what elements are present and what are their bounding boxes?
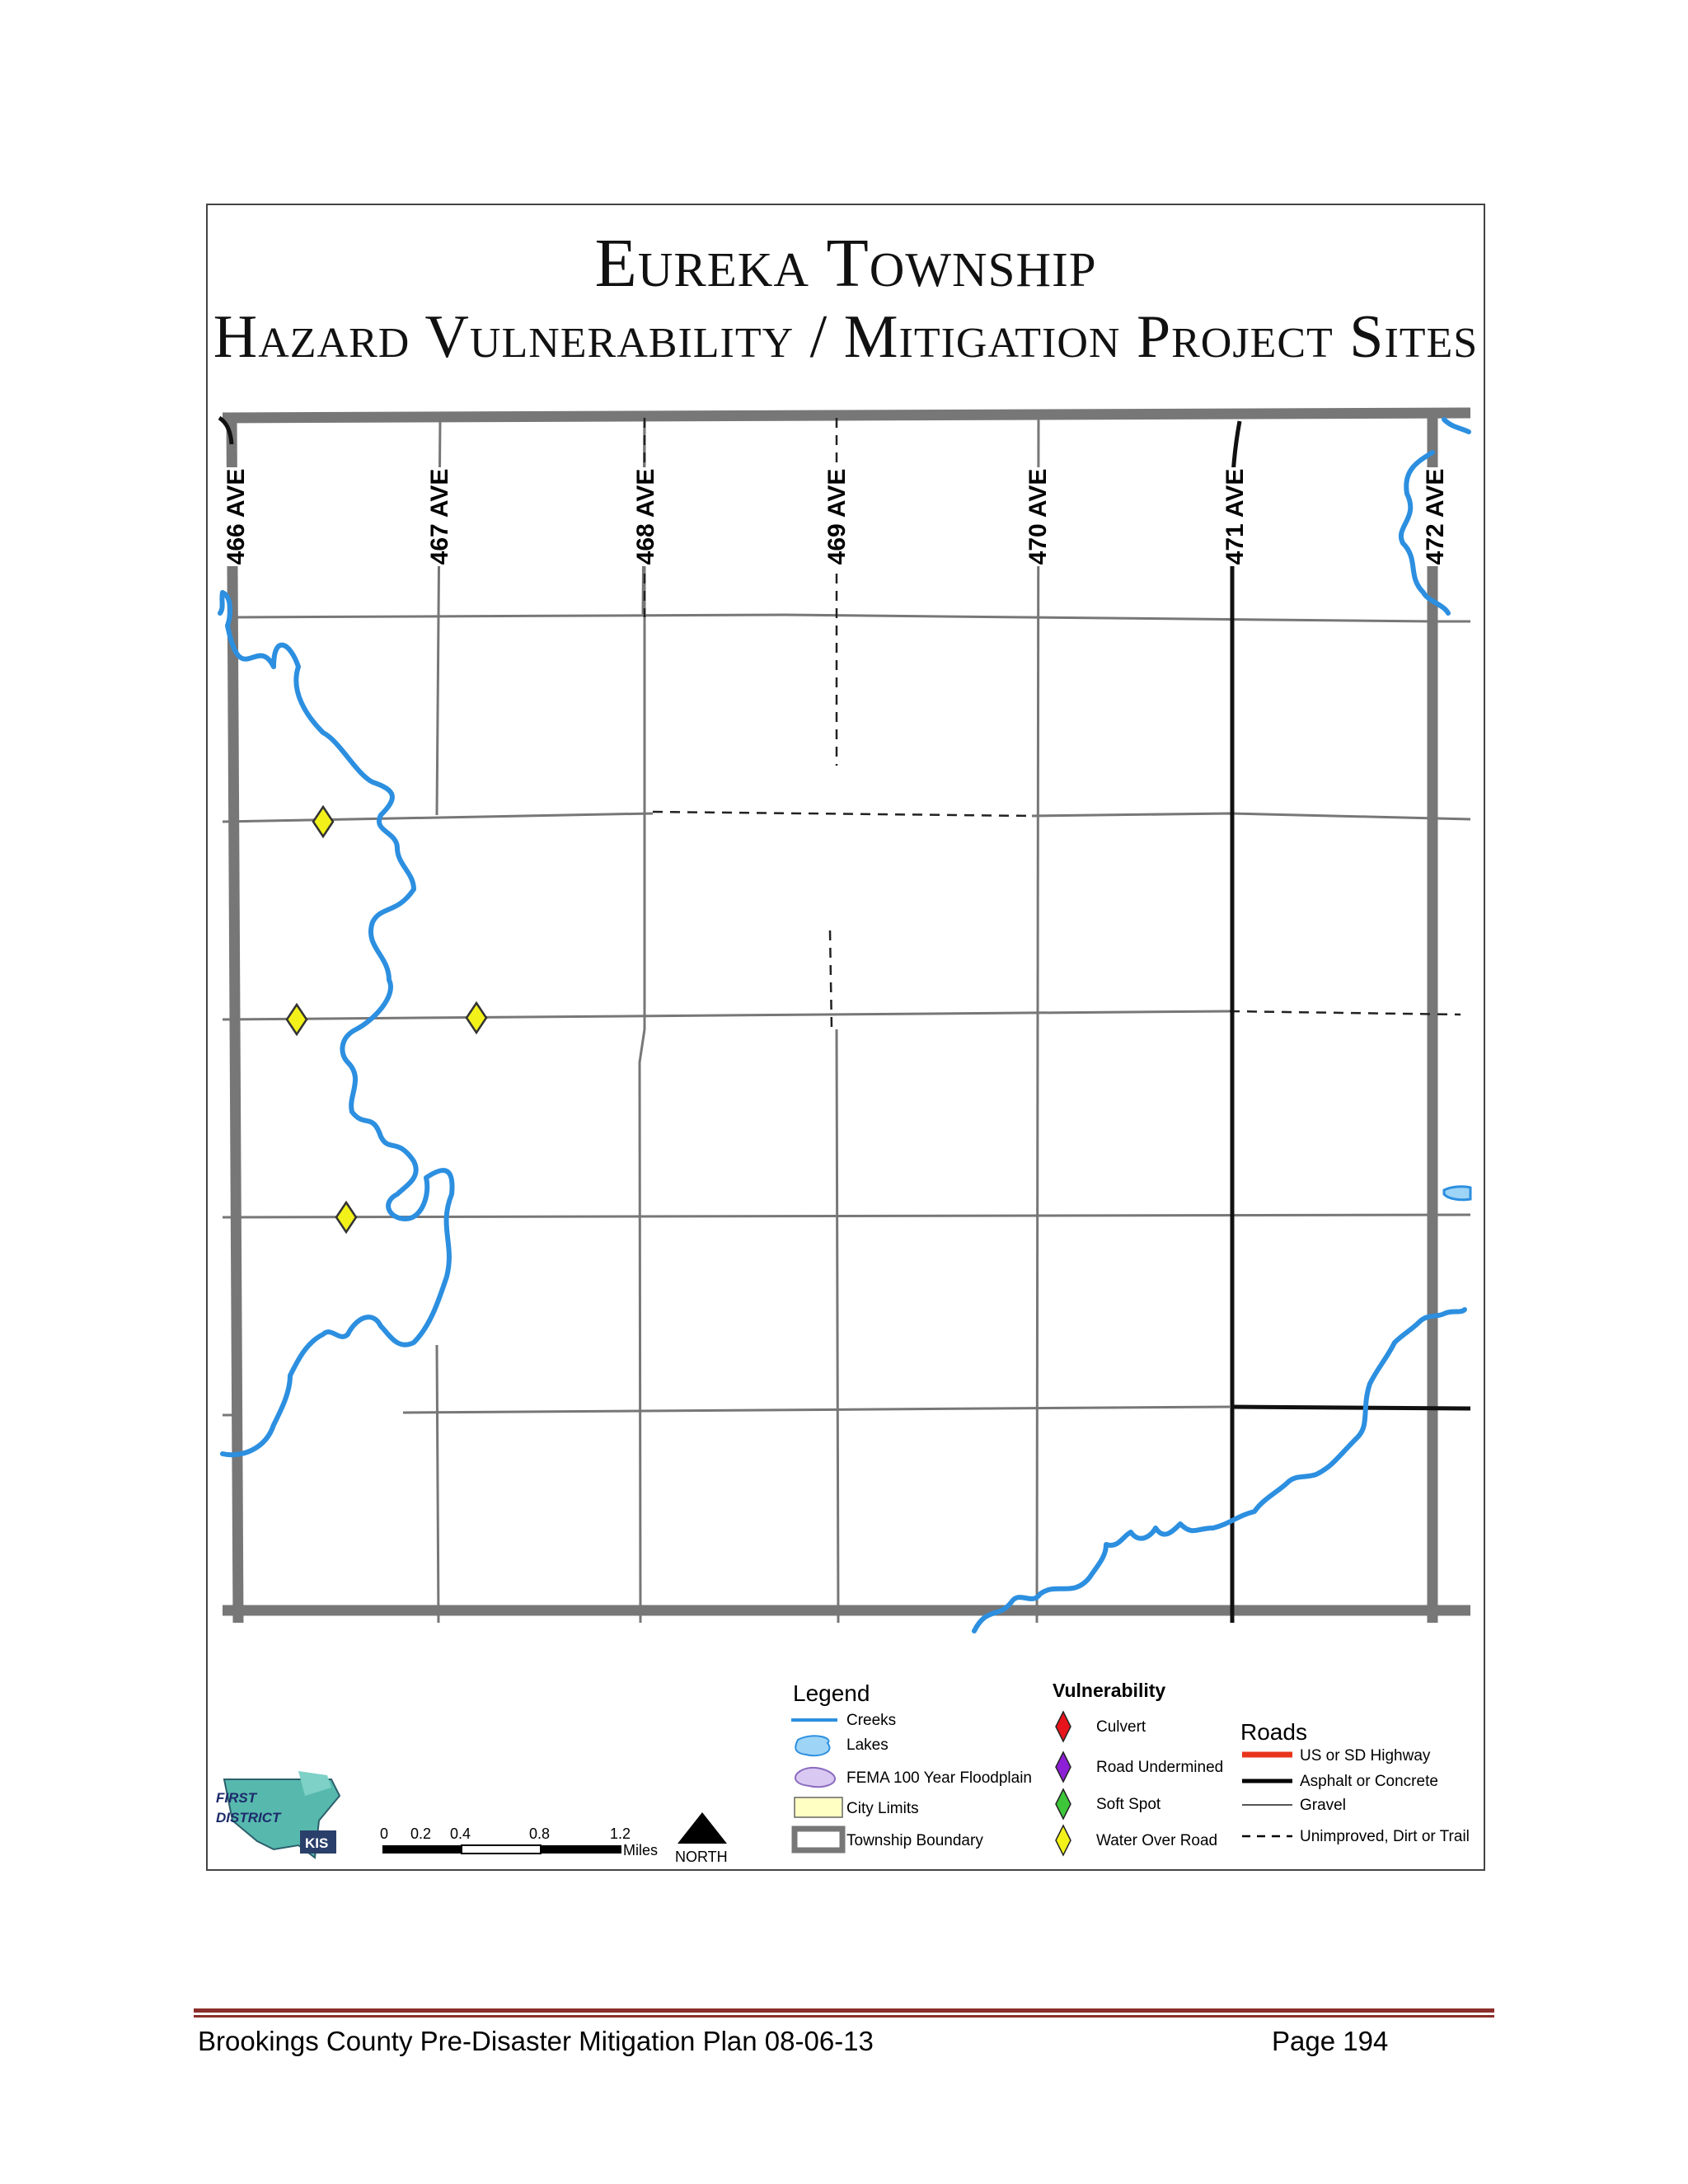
avenue-label: 470 AVE (1025, 469, 1052, 565)
scale-tick-4: 1.2 (610, 1825, 631, 1842)
north-arrow-icon (678, 1812, 727, 1844)
roads-item: Gravel (1300, 1797, 1346, 1814)
gravel-roads (222, 415, 1471, 1624)
scale-tick-2: 0.4 (450, 1825, 471, 1842)
footer-page-number: Page 194 (1272, 2026, 1389, 2056)
footer-document-title: Brookings County Pre-Disaster Mitigation… (198, 2026, 874, 2056)
vulnerability-item: Road Undermined (1096, 1759, 1223, 1776)
legend: Legend Creeks Lakes FEMA 100 Year Floodp… (791, 1680, 1470, 1857)
first-district-logo: FIRST DISTRICT KIS (216, 1771, 341, 1859)
water-over-road-marker[interactable] (312, 804, 335, 839)
avenue-label-bg (823, 467, 849, 566)
footer-rule (194, 2008, 1494, 2013)
avenue-label-bg (1421, 467, 1447, 566)
avenue-label: 472 AVE (1422, 469, 1449, 565)
avenue-label: 471 AVE (1221, 469, 1249, 565)
north-label: NORTH (675, 1849, 728, 1865)
avenue-label: 468 AVE (632, 469, 659, 565)
map-subtitle: Hazard Vulnerability / Mitigation Projec… (213, 303, 1479, 371)
roads-item: US or SD Highway (1300, 1747, 1431, 1765)
legend-item: City Limits (846, 1800, 919, 1817)
asphalt-roads (218, 415, 1471, 1623)
lake-icon (795, 1735, 831, 1757)
culvert-icon (1055, 1710, 1071, 1743)
vulnerability-heading: Vulnerability (1053, 1680, 1165, 1701)
legend-heading: Legend (793, 1680, 870, 1706)
unimproved-roads (643, 418, 1461, 1030)
avenue-labels: 466 AVE 467 AVE 468 AVE 469 AVE 470 AVE 471 A… (222, 467, 1449, 566)
legend-item: Creeks (846, 1712, 896, 1729)
avenue-label: 467 AVE (426, 469, 453, 565)
roads-item: Unimproved, Dirt or Trail (1300, 1828, 1470, 1845)
map-canvas: 466 AVE 467 AVE 468 AVE 469 AVE 470 AVE 471 A… (216, 407, 1472, 1865)
floodplain-icon (795, 1766, 837, 1788)
lake-shape (1442, 1185, 1472, 1202)
water-over-road-markers (285, 804, 488, 1235)
avenue-label: 466 AVE (223, 469, 250, 565)
scale-tick-0: 0 (380, 1825, 388, 1842)
legend-item: Township Boundary (846, 1832, 983, 1849)
water-over-road-marker[interactable] (335, 1200, 358, 1235)
map-frame: Eureka Township Hazard Vulnerability / M… (206, 204, 1485, 1871)
logo-first: FIRST (216, 1790, 258, 1806)
water-over-road-marker[interactable] (285, 1002, 308, 1037)
footer-rule (194, 2015, 1494, 2018)
avenue-label-bg (1221, 467, 1247, 566)
vulnerability-item: Culvert (1096, 1718, 1146, 1736)
city-limits-icon (794, 1797, 843, 1818)
creeks (218, 417, 1472, 1633)
avenue-label: 469 AVE (823, 469, 851, 565)
roads-heading: Roads (1240, 1719, 1307, 1745)
logo-badge: KIS (305, 1835, 328, 1851)
map-title: Eureka Township (594, 225, 1097, 302)
township-boundary-icon (791, 1825, 846, 1854)
road-undermined-icon (1055, 1750, 1071, 1783)
scale-tick-3: 0.8 (529, 1825, 550, 1842)
avenue-label-bg (425, 467, 452, 566)
vulnerability-item: Water Over Road (1096, 1832, 1217, 1849)
legend-item: Lakes (846, 1736, 889, 1754)
roads-item: Asphalt or Concrete (1300, 1773, 1438, 1790)
avenue-label-bg (222, 467, 248, 566)
water-over-road-marker[interactable] (465, 1001, 488, 1035)
scale-unit: Miles (623, 1842, 658, 1858)
vulnerability-item: Soft Spot (1096, 1796, 1161, 1813)
legend-item: FEMA 100 Year Floodplain (846, 1769, 1032, 1787)
avenue-label-bg (631, 467, 658, 566)
soft-spot-icon (1055, 1788, 1071, 1821)
logo-district: DISTRICT (216, 1810, 282, 1825)
scale-tick-1: 0.2 (410, 1825, 431, 1842)
water-over-road-icon (1055, 1824, 1071, 1857)
scale-bar: 0 0.2 0.4 0.8 1.2 Miles NORTH (380, 1812, 728, 1865)
avenue-label-bg (1024, 467, 1050, 566)
